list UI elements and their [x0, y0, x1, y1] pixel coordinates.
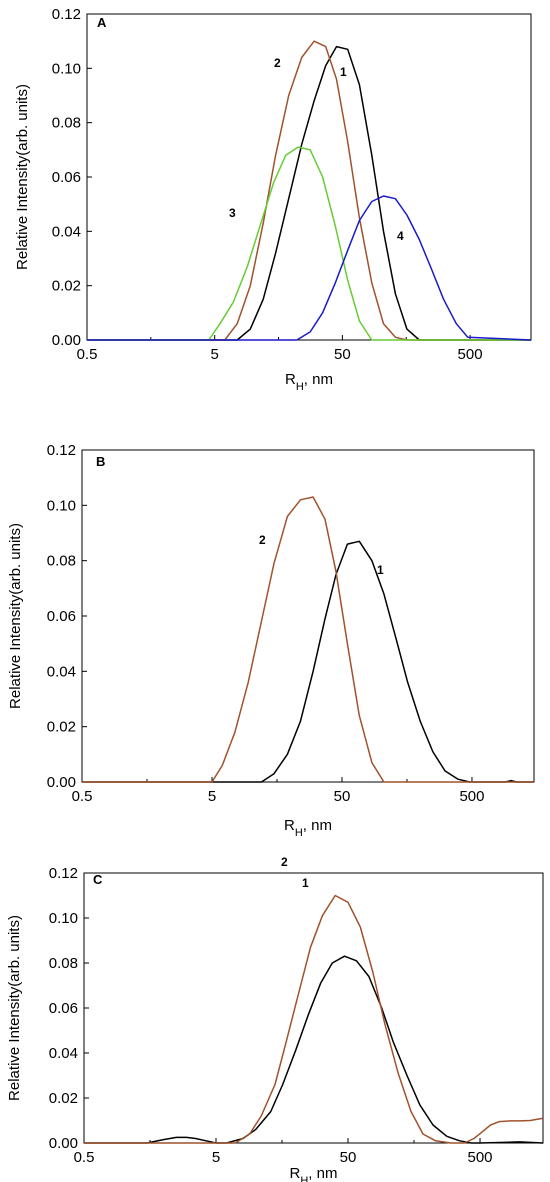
y-tick-label: 0.00 [49, 1135, 78, 1152]
y-tick-label: 0.12 [49, 865, 78, 882]
x-tick-label: 0.5 [77, 346, 98, 363]
series-label-1: 1 [340, 65, 347, 79]
panel-label-c: C [93, 872, 103, 887]
chart-panel-a: A 0.00 0.02 0.04 0.06 0.08 0.10 0.12 0.5 5 50 500 R… [0, 0, 550, 393]
series-label-1: 1 [302, 876, 309, 890]
series-line-2 [84, 894, 544, 1144]
x-tick-label: 5 [212, 1149, 220, 1166]
series-label-2: 2 [274, 56, 281, 70]
x-tick-label: 50 [334, 788, 351, 805]
y-tick-label: 0.04 [49, 1045, 78, 1062]
chart-b-svg: B 0.00 0.02 0.04 0.06 0.08 0.10 0.12 0.5 5 50 500 R… [7, 442, 535, 839]
y-tick-label: 0.06 [52, 169, 81, 186]
y-tick-label: 0.08 [49, 955, 78, 972]
plot-frame-b [81, 449, 535, 783]
x-tick-label: 0.5 [74, 1149, 95, 1166]
panel-label-b: B [96, 454, 105, 469]
chart-c-svg: C 0.00 0.02 0.04 0.06 0.08 0.10 0.12 0.5 5 50 500 R… [6, 855, 544, 1182]
series-label-4: 4 [397, 229, 404, 243]
x-tick-label: 500 [459, 788, 484, 805]
y-tick-label: 0.02 [47, 719, 76, 736]
y-tick-label: 0.10 [47, 497, 76, 514]
series-line-4 [87, 195, 532, 341]
y-tick-label: 0.04 [52, 223, 81, 240]
y-tick-label: 0.06 [49, 1000, 78, 1017]
y-tick-label: 0.00 [52, 332, 81, 349]
x-tick-label: 50 [340, 1149, 357, 1166]
series-line-2 [87, 40, 531, 341]
series-label-2: 2 [259, 533, 266, 547]
x-tick-label: 0.5 [72, 788, 93, 805]
x-tick-label: 500 [458, 346, 483, 363]
y-tick-label: 0.04 [47, 663, 76, 680]
y-tick-label: 0.10 [49, 910, 78, 927]
series-label-1: 1 [377, 563, 384, 577]
plot-frame-a [86, 13, 532, 341]
series-label-3: 3 [229, 206, 236, 220]
x-tick-label: 500 [468, 1149, 493, 1166]
series-label-2: 2 [281, 855, 288, 869]
series-line-3 [87, 146, 531, 341]
series-line-2 [82, 496, 534, 783]
x-axis-title: RH, nm [290, 1165, 338, 1182]
x-tick-label: 5 [211, 346, 219, 363]
panel-label-a: A [97, 15, 107, 30]
y-tick-label: 0.12 [47, 442, 76, 459]
x-axis-title: RH, nm [285, 371, 333, 393]
series-line-1 [84, 955, 544, 1144]
chart-panel-b: B 0.00 0.02 0.04 0.06 0.08 0.10 0.12 0.5 5 50 500 R… [0, 430, 550, 840]
series-line-1 [87, 45, 531, 341]
y-tick-label: 0.10 [52, 60, 81, 77]
plot-frame-c [83, 872, 544, 1144]
y-tick-label: 0.06 [47, 608, 76, 625]
y-tick-label: 0.08 [47, 553, 76, 570]
y-axis-title: Relative Intensity(arb. units) [14, 84, 31, 270]
series-line-1 [82, 540, 534, 783]
y-axis-title: Relative Intensity(arb. units) [6, 915, 23, 1101]
y-tick-label: 0.12 [52, 6, 81, 23]
x-axis-title: RH, nm [284, 817, 332, 839]
x-tick-label: 50 [334, 346, 351, 363]
y-tick-label: 0.02 [52, 278, 81, 295]
x-tick-label: 5 [208, 788, 216, 805]
chart-a-svg: A 0.00 0.02 0.04 0.06 0.08 0.10 0.12 0.5 5 50 500 R… [14, 6, 532, 393]
chart-panel-c: C 0.00 0.02 0.04 0.06 0.08 0.10 0.12 0.5 5 50 500 R… [0, 855, 550, 1182]
y-tick-label: 0.08 [52, 115, 81, 132]
y-tick-label: 0.00 [47, 774, 76, 791]
y-axis-title: Relative Intensity(arb. units) [7, 523, 24, 709]
y-tick-label: 0.02 [49, 1090, 78, 1107]
